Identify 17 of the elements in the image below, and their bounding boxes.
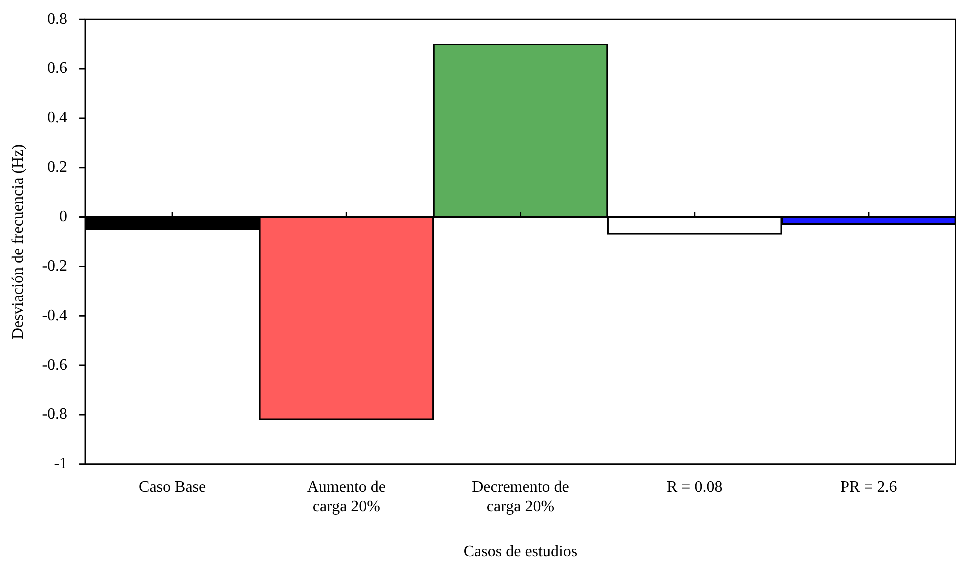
y-tick-label: -1 [54,456,68,473]
y-tick-label: 0.6 [48,60,68,78]
y-tick-label: 0.4 [48,110,68,127]
y-tick-label: 0 [60,208,68,226]
y-axis-title: Desviación de frecuencia (Hz) [10,144,27,340]
x-tick-label: PR = 2.6 [840,479,898,496]
y-tick-label: -0.4 [42,307,68,324]
x-tick-label: Aumento de carga 20% [307,479,386,516]
x-tick-label: Decremento de carga 20% [472,479,570,516]
y-tick-label: -0.2 [42,258,68,275]
y-tick-label: 0.2 [48,159,68,176]
x-axis-title: Casos de estudios [464,544,578,561]
x-tick-label: R = 0.08 [667,479,723,496]
x-tick-label: Caso Base [139,479,206,496]
y-tick-label: -0.8 [42,406,68,424]
y-tick-label: 0.8 [48,10,68,28]
y-tick-label: -0.6 [42,356,68,374]
